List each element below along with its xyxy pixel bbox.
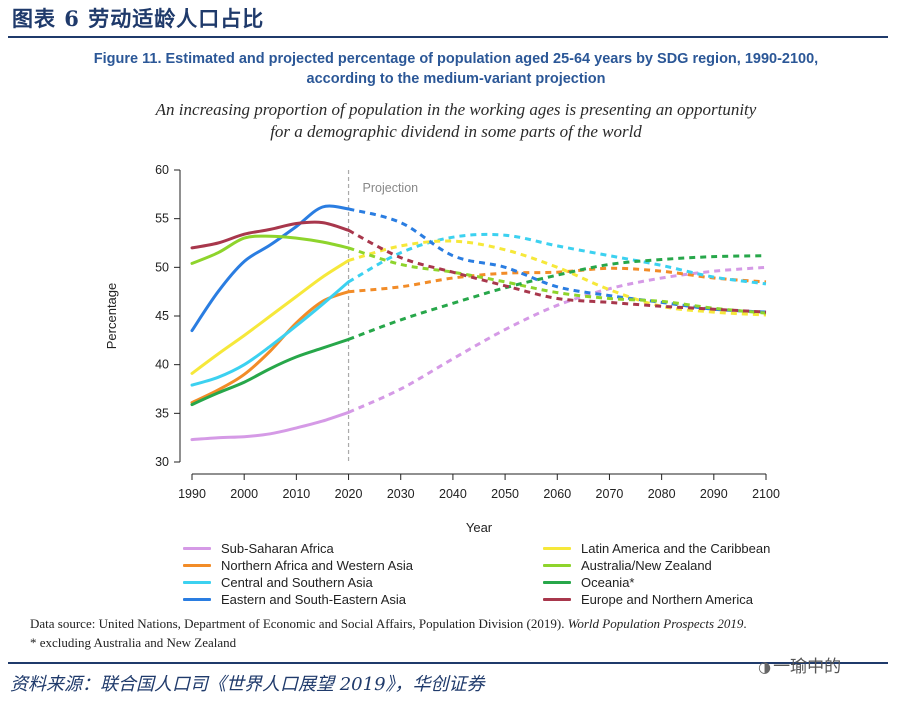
figure-title-line1: Figure 11. Estimated and projected perce… bbox=[93, 51, 819, 67]
series-line-estimated-eastern-and-south-eastern-asia bbox=[190, 204, 350, 333]
legend-swatch bbox=[183, 581, 211, 584]
legend-label: Northern Africa and Western Asia bbox=[221, 558, 413, 573]
data-source-end: . bbox=[743, 616, 747, 631]
figure-title: Figure 11. Estimated and projected perce… bbox=[0, 49, 912, 89]
legend-swatch bbox=[183, 564, 211, 567]
x-tick-label: 2070 bbox=[596, 487, 624, 501]
y-tick-label: 40 bbox=[155, 358, 169, 372]
series-line-projected-northern-africa-and-western-asia bbox=[348, 266, 767, 294]
legend-label: Latin America and the Caribbean bbox=[581, 541, 771, 556]
watermark-text: 一瑜中的 bbox=[773, 657, 842, 677]
series-line-projected-sub-saharan-africa bbox=[347, 265, 767, 414]
figure-subtitle-line1: An increasing proportion of population i… bbox=[155, 100, 757, 119]
x-tick-label: 2080 bbox=[648, 487, 676, 501]
x-tick-label: 1990 bbox=[178, 487, 206, 501]
y-axis-label: Percentage bbox=[104, 283, 119, 350]
footer-source: 资料来源：联合国人口司《世界人口展望 2019》，华创证券 bbox=[10, 674, 485, 695]
series-line-estimated-oceania bbox=[190, 337, 350, 407]
y-tick-label: 50 bbox=[155, 260, 169, 274]
report-figure-title: 图表 6 劳动适龄人口占比 bbox=[12, 6, 265, 31]
figure-subtitle: An increasing proportion of population i… bbox=[0, 99, 912, 143]
figure-subtitle-line2: for a demographic dividend in some parts… bbox=[270, 122, 642, 141]
data-source-note: Data source: United Nations, Department … bbox=[30, 614, 890, 652]
legend-swatch bbox=[543, 598, 571, 601]
x-tick-label: 2030 bbox=[387, 487, 415, 501]
y-tick-label: 35 bbox=[155, 406, 169, 420]
series-line-projected-australia-new-zealand bbox=[348, 246, 767, 315]
x-tick-label: 2100 bbox=[752, 487, 780, 501]
footer-divider bbox=[8, 662, 888, 664]
series-line-estimated-latin-america-and-the-caribbean bbox=[190, 259, 350, 375]
x-tick-label: 2060 bbox=[543, 487, 571, 501]
data-source-text: Data source: United Nations, Department … bbox=[30, 616, 565, 631]
legend-label: Europe and Northern America bbox=[581, 592, 753, 607]
legend-swatch bbox=[543, 564, 571, 567]
series-line-estimated-europe-and-northern-america bbox=[190, 220, 350, 250]
legend-swatch bbox=[543, 547, 571, 550]
x-tick-label: 2050 bbox=[491, 487, 519, 501]
x-axis-label: Year bbox=[466, 520, 493, 535]
series-line-estimated-sub-saharan-africa bbox=[190, 410, 350, 442]
chart-tick-labels: 30 35 40 45 50 55 60 1990 2000 2010 2020 2030 2040 20… bbox=[155, 163, 780, 501]
legend-label: Central and Southern Asia bbox=[221, 575, 373, 590]
data-source-line: Data source: United Nations, Department … bbox=[30, 614, 890, 633]
footnote: * excluding Australia and New Zealand bbox=[30, 635, 237, 650]
legend-label: Sub-Saharan Africa bbox=[221, 541, 334, 556]
series-line-estimated-australia-new-zealand bbox=[190, 234, 350, 265]
x-tick-label: 2010 bbox=[282, 487, 310, 501]
chart-axes bbox=[174, 169, 767, 480]
series-line-projected-europe-and-northern-america bbox=[347, 228, 767, 314]
figure-title-line2: according to the medium-variant projecti… bbox=[306, 71, 606, 87]
y-tick-label: 45 bbox=[155, 309, 169, 323]
legend-label: Australia/New Zealand bbox=[581, 558, 712, 573]
chart-series bbox=[190, 204, 767, 442]
legend-swatch bbox=[183, 547, 211, 550]
series-line-projected-central-and-southern-asia bbox=[347, 232, 767, 286]
y-tick-label: 60 bbox=[155, 163, 169, 177]
x-tick-label: 2020 bbox=[335, 487, 363, 501]
y-tick-label: 30 bbox=[155, 455, 169, 469]
report-header: 图表 6 劳动适龄人口占比 bbox=[8, 0, 888, 38]
chart-legend: Sub-Saharan Africa Northern Africa and We… bbox=[183, 540, 823, 612]
watermark: ◑ 一瑜中的 bbox=[758, 652, 841, 677]
x-tick-label: 2000 bbox=[230, 487, 258, 501]
series-line-projected-latin-america-and-the-caribbean bbox=[348, 239, 767, 317]
y-tick-label: 55 bbox=[155, 212, 169, 226]
series-line-projected-oceania bbox=[347, 254, 767, 341]
series-line-estimated-northern-africa-and-western-asia bbox=[190, 290, 350, 405]
series-line-estimated-central-and-southern-asia bbox=[190, 280, 350, 387]
legend-label: Eastern and South-Eastern Asia bbox=[221, 592, 407, 607]
wechat-icon: ◑ bbox=[758, 658, 772, 676]
legend-swatch bbox=[543, 581, 571, 584]
x-tick-label: 2090 bbox=[700, 487, 728, 501]
legend-swatch bbox=[183, 598, 211, 601]
projection-label: Projection bbox=[363, 181, 419, 195]
data-source-publication: World Population Prospects 2019 bbox=[567, 616, 744, 631]
legend-label: Oceania* bbox=[581, 575, 635, 590]
x-tick-label: 2040 bbox=[439, 487, 467, 501]
line-chart: 30 35 40 45 50 55 60 1990 2000 2010 2020 2030 2040 20… bbox=[104, 163, 780, 535]
